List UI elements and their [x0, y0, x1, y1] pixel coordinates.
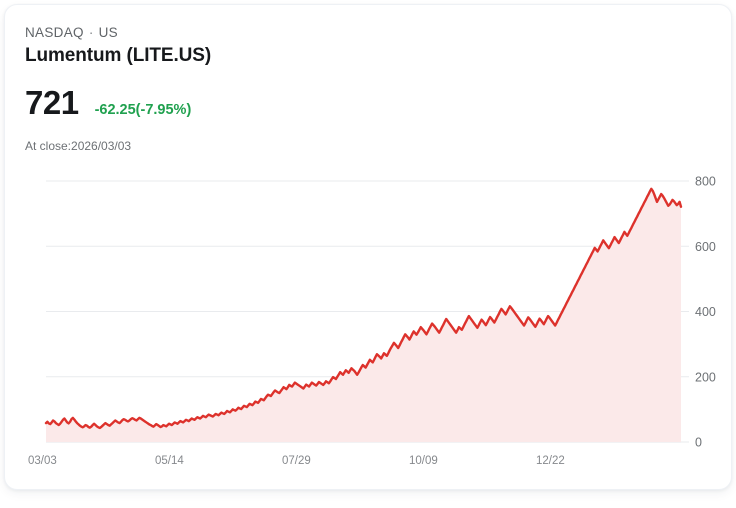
price-area-fill — [46, 188, 681, 442]
price-chart-svg[interactable]: 0 200 400 600 800 03/03 05/14 07/29 10/09 12/22 — [5, 165, 732, 490]
x-axis-tick-label: 03/03 — [28, 455, 57, 467]
x-axis-labels: 03/03 05/14 07/29 10/09 12/22 — [28, 455, 565, 467]
y-axis-tick-label: 600 — [695, 240, 716, 254]
y-axis-tick-label: 800 — [695, 175, 716, 189]
y-axis-tick-label: 200 — [695, 370, 716, 384]
current-price: 721 — [25, 84, 79, 121]
x-axis-tick-label: 10/09 — [409, 455, 438, 467]
price-row: 721 -62.25(-7.95%) — [25, 85, 731, 121]
price-line — [44, 187, 683, 430]
exchange-row: NASDAQ · US — [25, 24, 731, 41]
exchange-separator: · — [88, 25, 94, 40]
market-status-note: At close:2026/03/03 — [25, 139, 132, 153]
y-axis-tick-label: 400 — [695, 305, 716, 319]
page-title: Lumentum (LITE.US) — [25, 45, 212, 66]
stock-quote-card: NASDAQ · US Lumentum (LITE.US) 721 -62.25(… — [4, 4, 732, 490]
quote-header: NASDAQ · US Lumentum (LITE.US) 721 -62.25(… — [5, 5, 731, 154]
y-axis-tick-label: 0 — [695, 436, 702, 450]
market-region: US — [98, 25, 118, 40]
x-axis-tick-label: 05/14 — [155, 455, 184, 467]
price-change: -62.25(-7.95%) — [94, 102, 192, 118]
x-axis-tick-label: 07/29 — [282, 455, 311, 467]
x-axis-tick-label: 12/22 — [536, 455, 565, 467]
price-chart[interactable]: 0 200 400 600 800 03/03 05/14 07/29 10/09 12/22 — [5, 165, 732, 490]
exchange-name: NASDAQ — [25, 25, 84, 40]
y-axis-labels: 0 200 400 600 800 — [695, 175, 716, 450]
